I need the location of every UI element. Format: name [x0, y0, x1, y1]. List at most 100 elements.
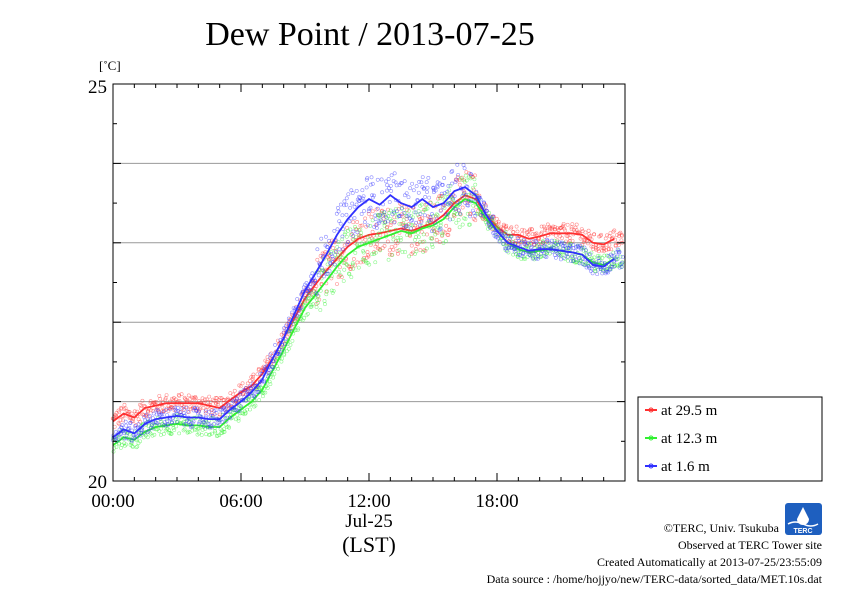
series-2-observation	[217, 420, 222, 425]
series-2-observation	[596, 256, 601, 261]
series-2-observation	[382, 210, 387, 215]
series-0-observation	[216, 402, 220, 407]
series-0-observation	[225, 396, 230, 401]
series-1-observation	[407, 254, 411, 259]
series-1-observation	[468, 176, 473, 181]
series-2-observation	[453, 180, 458, 185]
series-2-observation	[154, 412, 159, 417]
series-2-observation	[446, 212, 450, 217]
series-1-observation	[458, 212, 463, 216]
series-2-observation	[462, 166, 467, 171]
series-2-observation	[542, 243, 547, 248]
series-2-observation	[420, 175, 425, 180]
series-2-observation	[308, 285, 313, 289]
series-2-observation	[399, 181, 404, 185]
series-2-observation	[428, 218, 433, 223]
series-0-observation	[358, 223, 363, 228]
series-2-observation	[442, 176, 447, 180]
series-2-observation	[345, 242, 350, 247]
series-2-observation	[504, 234, 509, 239]
series-1-observation	[466, 193, 470, 197]
x-tick-label-1200: 12:00	[347, 491, 390, 512]
series-1-observation	[568, 241, 573, 246]
series-2-observation	[129, 438, 134, 443]
series-1-observation	[329, 288, 334, 293]
series-2-observation	[438, 208, 443, 213]
series-1-observation	[349, 275, 354, 280]
series-2-observation	[332, 229, 337, 233]
series-2-observation	[513, 241, 518, 246]
series-0-observation	[114, 411, 119, 415]
series-1-observation	[420, 210, 425, 214]
series-1-observation	[435, 213, 440, 218]
series-1-observation	[414, 249, 419, 254]
series-0-observation	[129, 411, 134, 416]
series-1-observation	[152, 432, 157, 437]
series-2-observation	[600, 260, 605, 265]
series-0-observation	[468, 212, 473, 217]
series-2-observation	[372, 193, 376, 198]
series-0-observation	[567, 235, 572, 240]
series-1-observation	[347, 272, 352, 277]
series-2-observation	[388, 183, 393, 188]
series-1-observation	[329, 250, 333, 254]
series-2-observation	[409, 218, 414, 223]
series-2-observation	[583, 248, 588, 253]
series-0-observation	[409, 243, 414, 248]
series-2-observation	[473, 213, 478, 218]
series-2-observation	[502, 231, 507, 235]
series-1-observation	[471, 185, 475, 190]
series-2-observation	[385, 188, 389, 193]
series-2-observation	[468, 199, 473, 204]
series-2-observation	[250, 381, 255, 386]
series-0-observation	[425, 232, 429, 237]
series-0-observation	[514, 224, 519, 229]
series-2-observation	[238, 390, 243, 395]
series-2-observation	[374, 226, 379, 230]
series-2-observation	[596, 258, 601, 263]
series-2-observation	[455, 200, 459, 205]
series-2-observation	[415, 198, 420, 202]
series-0-observation	[370, 209, 375, 214]
series-2-observation	[435, 185, 440, 189]
series-0-observation	[116, 408, 121, 413]
series-1-observation	[336, 240, 341, 245]
series-1-observation	[323, 302, 327, 307]
series-1	[111, 173, 625, 454]
series-1-observation	[124, 442, 129, 447]
series-2-observation	[423, 195, 428, 199]
series-2-observation	[195, 406, 200, 411]
series-2-observation	[125, 431, 130, 436]
series-2-observation	[417, 179, 422, 184]
series-2-observation	[544, 255, 549, 259]
series-2-observation	[497, 239, 502, 244]
series-1-observation	[204, 432, 208, 437]
series-2-observation	[617, 265, 622, 270]
series-2-observation	[159, 412, 164, 417]
series-1-observation	[440, 231, 445, 236]
series-2-observation	[207, 409, 212, 414]
series-1-observation	[141, 435, 146, 440]
series-2-observation	[319, 236, 324, 241]
series-0-observation	[116, 421, 121, 426]
series-2-observation	[404, 191, 409, 196]
series-2-observation	[419, 219, 424, 224]
series-2-observation	[478, 197, 483, 202]
series-0-observation	[351, 257, 356, 261]
series-1-observation	[465, 211, 470, 216]
series-0-observation	[619, 238, 624, 243]
series-1-observation	[390, 253, 395, 257]
series-2-observation	[133, 425, 138, 430]
series-1-observation	[341, 261, 346, 265]
series-1-observation	[129, 440, 134, 445]
series-2-observation	[161, 423, 166, 428]
series-2-observation	[334, 211, 339, 216]
plot-frame	[112, 83, 626, 482]
series-2-observation	[124, 436, 129, 441]
series-1-observation	[250, 399, 255, 403]
series-2-observation	[528, 245, 533, 250]
series-2-observation	[453, 207, 458, 212]
series-1-observation	[406, 209, 411, 213]
series-0-observation	[413, 247, 418, 251]
series-1-observation	[168, 430, 173, 435]
